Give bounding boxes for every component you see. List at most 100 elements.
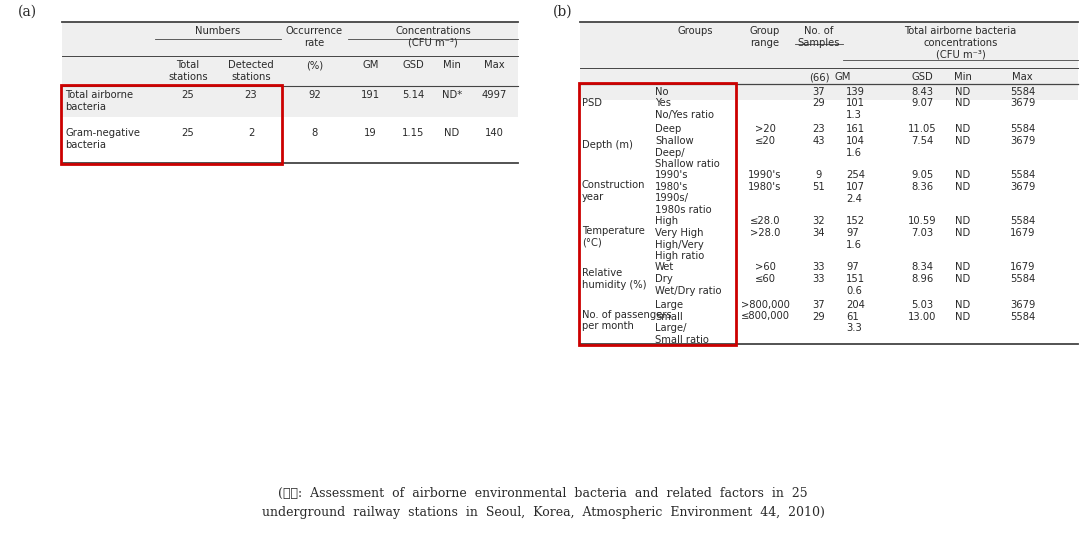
Text: 1.6: 1.6 <box>846 239 862 249</box>
Text: 1679: 1679 <box>1010 263 1035 272</box>
Text: Max: Max <box>1012 72 1033 82</box>
Text: Deep: Deep <box>655 125 682 135</box>
Text: Numbers: Numbers <box>196 26 240 36</box>
Text: 1.15: 1.15 <box>402 128 425 138</box>
Text: ≤60: ≤60 <box>754 274 775 284</box>
Text: >60: >60 <box>754 263 775 272</box>
Text: Group
range: Group range <box>750 26 780 48</box>
Text: 9: 9 <box>816 170 822 181</box>
Text: Gram-negative
bacteria: Gram-negative bacteria <box>65 128 140 150</box>
Text: ND: ND <box>954 136 970 146</box>
Text: Min: Min <box>443 60 461 70</box>
Text: 204: 204 <box>846 300 865 310</box>
Bar <box>580 22 1078 100</box>
Text: Depth (m): Depth (m) <box>582 140 633 150</box>
Text: 33: 33 <box>813 274 825 284</box>
Text: 9.05: 9.05 <box>911 170 934 181</box>
Bar <box>61 85 282 164</box>
Text: 25: 25 <box>182 128 195 138</box>
Text: 7.03: 7.03 <box>911 228 934 238</box>
Text: Wet: Wet <box>655 263 674 272</box>
Text: ≤800,000: ≤800,000 <box>740 311 789 321</box>
Text: 191: 191 <box>361 90 380 100</box>
Text: ND: ND <box>954 274 970 284</box>
Text: 10.59: 10.59 <box>908 216 937 226</box>
Text: 13.00: 13.00 <box>909 311 937 321</box>
Text: 29: 29 <box>813 98 825 108</box>
Text: 32: 32 <box>813 216 825 226</box>
Text: 97: 97 <box>846 263 859 272</box>
Text: High/Very
High ratio: High/Very High ratio <box>655 239 704 261</box>
Text: Groups: Groups <box>677 26 713 36</box>
Text: ND: ND <box>954 98 970 108</box>
Text: Total
stations: Total stations <box>168 60 208 82</box>
Text: 1990's: 1990's <box>748 170 782 181</box>
Text: Total airborne bacteria
concentrations
(CFU m⁻³): Total airborne bacteria concentrations (… <box>904 26 1016 59</box>
Text: 1.3: 1.3 <box>846 110 862 120</box>
Text: 29: 29 <box>813 311 825 321</box>
Text: 152: 152 <box>846 216 865 226</box>
Text: ≤20: ≤20 <box>754 136 775 146</box>
Text: 3679: 3679 <box>1010 182 1035 192</box>
Text: ND: ND <box>445 128 460 138</box>
Text: Yes: Yes <box>655 98 671 108</box>
Text: ≤28.0: ≤28.0 <box>750 216 780 226</box>
Text: 151: 151 <box>846 274 865 284</box>
Text: Very High: Very High <box>655 228 703 238</box>
Text: >28.0: >28.0 <box>750 228 780 238</box>
Text: 9.07: 9.07 <box>911 98 934 108</box>
Text: GSD: GSD <box>912 72 934 82</box>
Text: 37: 37 <box>813 87 825 97</box>
Text: 34: 34 <box>813 228 825 238</box>
Text: (66): (66) <box>809 72 829 82</box>
Text: 5584: 5584 <box>1010 87 1035 97</box>
Text: 104: 104 <box>846 136 865 146</box>
Text: No. of passengers
per month: No. of passengers per month <box>582 310 672 331</box>
Text: 8.43: 8.43 <box>912 87 934 97</box>
Text: 3.3: 3.3 <box>846 323 862 333</box>
Text: 1980's: 1980's <box>748 182 782 192</box>
Text: Small: Small <box>655 311 683 321</box>
Text: 8: 8 <box>311 128 317 138</box>
Text: Wet/Dry ratio: Wet/Dry ratio <box>655 286 722 296</box>
Text: ND: ND <box>954 125 970 135</box>
Text: (a): (a) <box>18 5 37 19</box>
Text: Min: Min <box>953 72 972 82</box>
Text: 161: 161 <box>846 125 865 135</box>
Text: PSD: PSD <box>582 98 602 108</box>
Text: 4997: 4997 <box>482 90 507 100</box>
Text: Max: Max <box>484 60 504 70</box>
Text: Temperature
(°C): Temperature (°C) <box>582 226 645 248</box>
Text: 11.05: 11.05 <box>908 125 937 135</box>
Text: (%): (%) <box>305 60 323 70</box>
Text: 5584: 5584 <box>1010 125 1035 135</box>
Text: No: No <box>655 87 669 97</box>
Text: 25: 25 <box>182 90 195 100</box>
Text: Shallow: Shallow <box>655 136 694 146</box>
Text: Deep/
Shallow ratio: Deep/ Shallow ratio <box>655 148 720 169</box>
Text: 101: 101 <box>846 98 865 108</box>
Text: ND: ND <box>954 300 970 310</box>
Text: GM: GM <box>835 72 851 82</box>
Text: 8.36: 8.36 <box>911 182 934 192</box>
Text: ND: ND <box>954 216 970 226</box>
Bar <box>62 22 518 117</box>
Text: 3679: 3679 <box>1010 136 1035 146</box>
Text: 139: 139 <box>846 87 865 97</box>
Text: ND: ND <box>954 263 970 272</box>
Text: ND: ND <box>954 228 970 238</box>
Text: Large/
Small ratio: Large/ Small ratio <box>655 323 709 344</box>
Text: >800,000: >800,000 <box>740 300 789 310</box>
Text: 23: 23 <box>813 125 825 135</box>
Text: Relative
humidity (%): Relative humidity (%) <box>582 268 647 290</box>
Text: 5584: 5584 <box>1010 170 1035 181</box>
Text: ND: ND <box>954 87 970 97</box>
Text: ND: ND <box>954 170 970 181</box>
Text: GSD: GSD <box>402 60 424 70</box>
Text: Total airborne
bacteria: Total airborne bacteria <box>65 90 133 112</box>
Text: 61: 61 <box>846 311 859 321</box>
Text: 33: 33 <box>813 263 825 272</box>
Text: 3679: 3679 <box>1010 300 1035 310</box>
Text: 2: 2 <box>248 128 254 138</box>
Text: 1990s/
1980s ratio: 1990s/ 1980s ratio <box>655 193 712 215</box>
